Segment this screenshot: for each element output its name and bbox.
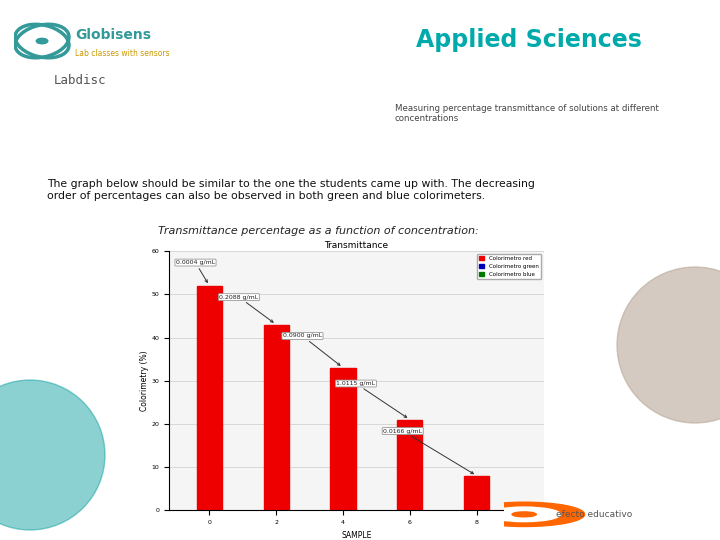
Text: Globisens: Globisens [76, 28, 151, 42]
Text: efecto educativo: efecto educativo [557, 510, 633, 519]
Text: Measuring percentage transmittance of solutions at different
concentrations: Measuring percentage transmittance of so… [395, 104, 658, 123]
Bar [397, 420, 423, 510]
Bar [197, 286, 222, 510]
Text: Labdisc: Labdisc [53, 75, 106, 87]
Y-axis label: Colorimetry (%): Colorimetry (%) [140, 350, 149, 411]
Circle shape [617, 267, 720, 423]
Text: Applied Sciences: Applied Sciences [416, 29, 642, 52]
Circle shape [0, 380, 105, 530]
Bar [464, 476, 490, 510]
Bar [330, 368, 356, 510]
Text: 0.0166 g/mL: 0.0166 g/mL [383, 429, 474, 474]
X-axis label: SAMPLE: SAMPLE [341, 531, 372, 539]
Text: Transmittance percentage as a function of concentration:: Transmittance percentage as a function o… [158, 226, 479, 236]
Text: The graph below should be similar to the one the students came up with. The decr: The graph below should be similar to the… [47, 179, 535, 201]
Text: 0.0900 g/mL: 0.0900 g/mL [283, 334, 340, 366]
Text: Lab classes with sensors: Lab classes with sensors [76, 50, 170, 58]
Text: Experiment: Experiment [398, 125, 488, 139]
Bar [264, 325, 289, 510]
Circle shape [512, 512, 536, 517]
Text: 1.0115 g/mL: 1.0115 g/mL [336, 381, 407, 417]
Title: Transmittance: Transmittance [324, 241, 389, 251]
Circle shape [488, 507, 560, 522]
Circle shape [36, 38, 48, 44]
Circle shape [464, 502, 585, 526]
Text: 0.0004 g/mL: 0.0004 g/mL [176, 260, 215, 282]
Text: Concentrations that absorb: Concentrations that absorb [398, 60, 634, 76]
Text: 0.2088 g/mL: 0.2088 g/mL [220, 295, 273, 322]
Legend: Colorimetro red, Colorimetro green, Colorimetro blue: Colorimetro red, Colorimetro green, Colo… [477, 254, 541, 279]
